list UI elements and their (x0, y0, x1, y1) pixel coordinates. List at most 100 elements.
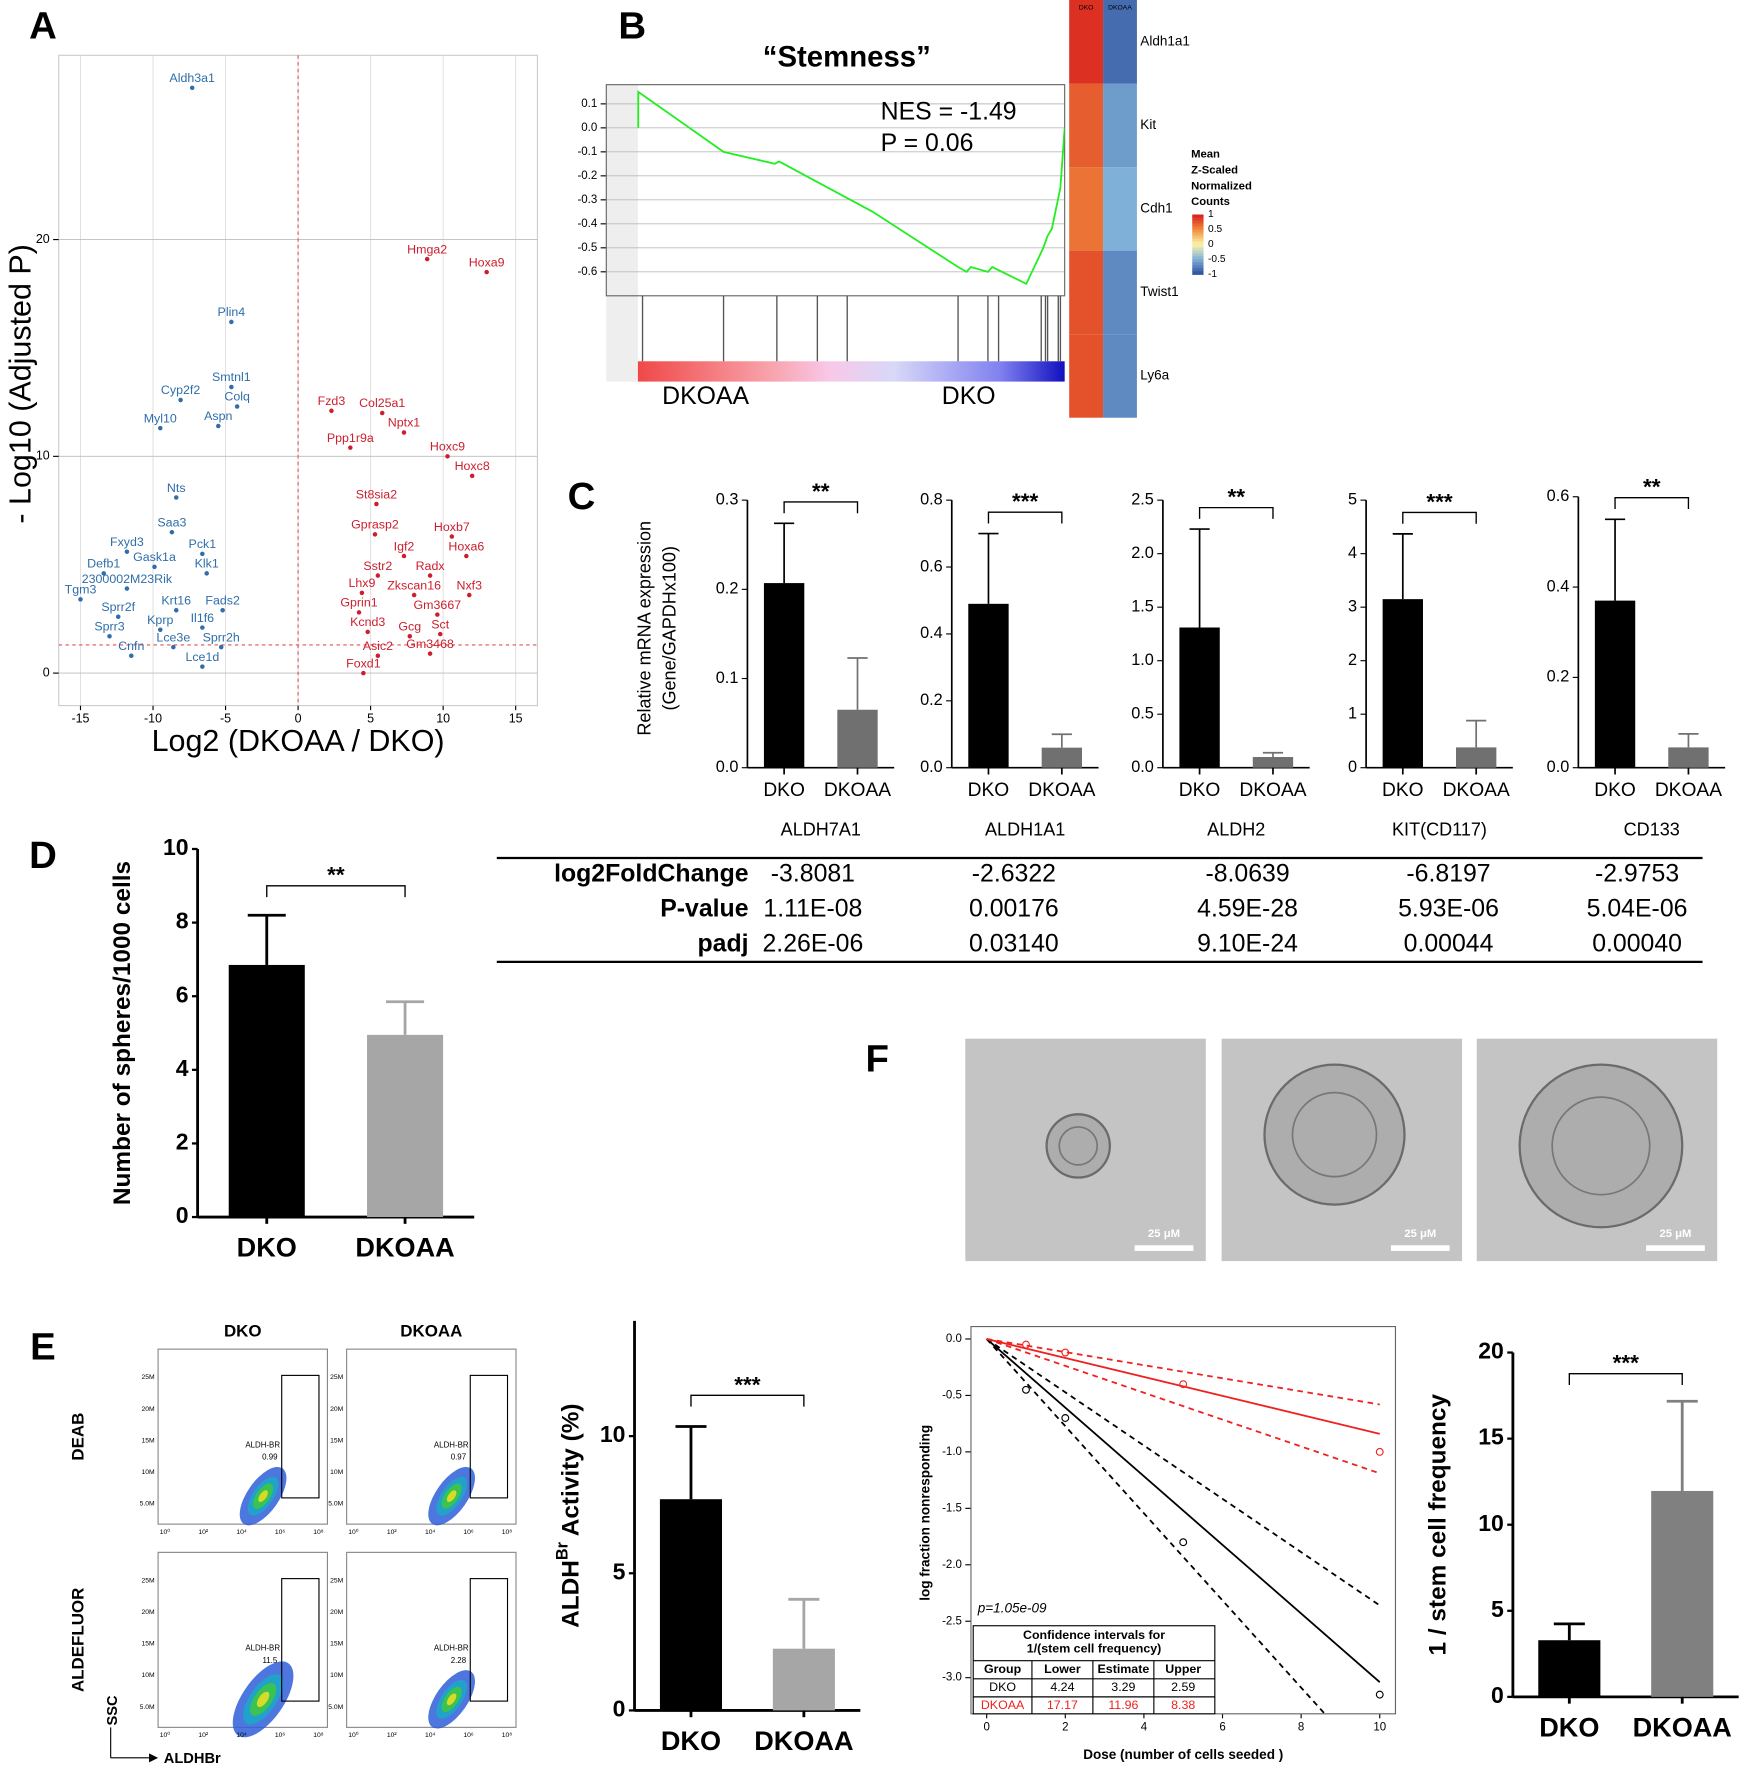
rank-gradient (637, 361, 1065, 382)
bar (659, 1499, 723, 1711)
y-tick-label: -0.4 (577, 218, 597, 230)
point (445, 454, 450, 459)
legend-swatch (1192, 268, 1204, 272)
y-tick-label: 0.0 (1131, 758, 1154, 776)
point (158, 627, 163, 633)
point (169, 529, 175, 535)
legend-title: Mean (1191, 149, 1220, 161)
heatmap-cell (1103, 0, 1137, 84)
legend-swatch (1192, 247, 1204, 251)
x-axis-label: KIT(CD117) (1392, 820, 1487, 840)
legend-swatch (1192, 223, 1204, 228)
y-tick-label: 2.0 (1131, 544, 1154, 562)
legend-title: Normalized (1191, 180, 1252, 192)
bar (1041, 747, 1083, 768)
y-axis-label-part: Activity (%) (558, 1403, 585, 1542)
significance: *** (1613, 1351, 1640, 1376)
point (484, 269, 489, 275)
point (427, 651, 433, 656)
x-tick-label: DKOAA (1655, 780, 1722, 801)
y-tick-label: 0.2 (1547, 668, 1570, 686)
scale-bar (1646, 1245, 1705, 1251)
flow-x-tick: 10⁶ (463, 1529, 474, 1536)
column-label: DKOAA (1108, 5, 1132, 12)
bar (763, 583, 805, 768)
flow-y-tick: 10M (330, 1469, 344, 1476)
bar (1538, 1640, 1601, 1697)
significance-bracket (1614, 496, 1690, 509)
significance: ** (1227, 485, 1245, 510)
flow-y-tick: 15M (142, 1641, 156, 1648)
flow-x-tick: 10⁴ (236, 1529, 247, 1536)
legend-tick-label: 0 (1208, 239, 1214, 250)
flow-frame (346, 1348, 517, 1525)
point-label: Sstr2 (363, 559, 392, 573)
scale-label: 25 μM (1659, 1228, 1691, 1240)
y-tick-label: 10 (1478, 1510, 1504, 1536)
y-tick-label: 0.1 (716, 669, 739, 687)
heatmap-cell (1069, 0, 1104, 84)
flow-y-tick: 5.0M (328, 1501, 343, 1508)
significance-bracket (783, 501, 859, 514)
y-tick-label: 0.1 (581, 98, 597, 110)
flow-gate (469, 1578, 509, 1702)
y-tick-label: -0.5 (577, 242, 597, 254)
y-tick-label: 5 (1348, 490, 1357, 508)
point-label: Smtnl1 (212, 370, 251, 384)
x-tick-label: 10 (1373, 1721, 1386, 1733)
panel-label: A (29, 4, 57, 47)
inset-table-cell: 4.24 (1050, 1680, 1074, 1694)
inset-table-frame (972, 1625, 1216, 1715)
point-label: Fzd3 (318, 394, 346, 408)
y-tick-label: -2.0 (942, 1559, 962, 1571)
flow-x-tick: 10⁰ (348, 1528, 359, 1536)
y-tick-label: 0.0 (716, 758, 739, 776)
y-tick-label: 2 (176, 1129, 189, 1155)
y-tick-label: 0.0 (920, 758, 943, 776)
point-label: Hoxa6 (448, 539, 484, 553)
point-label: Klk1 (195, 557, 219, 571)
x-tick-label: 5 (367, 711, 374, 725)
annotation: NES = -1.49 (881, 98, 1017, 125)
y-tick-label: 0.4 (1547, 577, 1570, 595)
point-label: Myl10 (144, 411, 177, 425)
x-tick-label: DKO (1539, 1712, 1599, 1743)
point (216, 423, 221, 429)
legend-swatch (1192, 220, 1204, 225)
legend-tick-label: -0.5 (1208, 254, 1226, 265)
flow-x-tick: 10⁶ (275, 1529, 286, 1536)
legend-swatch (1192, 226, 1204, 231)
significance-bracket (1198, 506, 1274, 519)
point-label: Saa3 (157, 515, 186, 529)
point-label: Hmga2 (407, 242, 447, 256)
legend-title: Z-Scaled (1191, 164, 1238, 176)
point (78, 597, 83, 602)
point-label: Gm3468 (406, 637, 454, 651)
table-cell: 9.10E-24 (1197, 931, 1298, 958)
series-line (986, 1338, 1381, 1607)
y-tick-label: 3 (1348, 597, 1357, 615)
significance: *** (1426, 489, 1453, 514)
flow-x-tick: 10⁴ (425, 1529, 436, 1536)
y-axis-label: - Log10 (Adjusted P) (4, 244, 38, 523)
point-label: Gprin1 (340, 596, 377, 610)
x-tick-label: DKOAA (1239, 780, 1306, 801)
inset-table-cell: DKOAA (981, 1698, 1025, 1712)
sphere (1518, 1063, 1684, 1229)
flow-gate-label: ALDH-BR (245, 1440, 280, 1449)
y-tick-label: 0.3 (716, 490, 739, 508)
legend-swatch (1192, 214, 1204, 219)
flow-y-tick: 20M (330, 1406, 344, 1413)
significance: ** (327, 863, 345, 888)
y-tick-label: 5 (1491, 1596, 1504, 1622)
inset-table-header: Upper (1165, 1662, 1201, 1676)
point (173, 607, 179, 613)
point (1022, 1385, 1030, 1394)
point-label: Cyp2f2 (161, 383, 200, 397)
point-label: Hoxc8 (455, 459, 490, 473)
y-tick-label: -0.6 (577, 266, 597, 278)
flow-gate-label: ALDH-BR (434, 1644, 469, 1653)
legend-title: Counts (1191, 196, 1230, 208)
point (348, 445, 353, 450)
scale-label: 25 μM (1404, 1228, 1436, 1240)
